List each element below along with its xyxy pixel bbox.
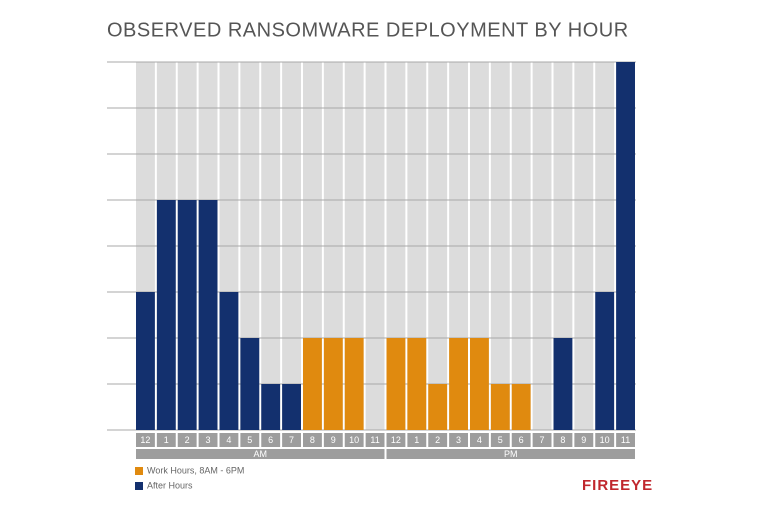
- x-tick-box: [407, 433, 427, 447]
- bar: [261, 384, 281, 430]
- x-tick-label: 4: [477, 435, 482, 445]
- bar: [282, 384, 301, 430]
- x-tick-label: 12: [391, 435, 401, 445]
- bar: [198, 200, 218, 430]
- group-box: [386, 449, 635, 459]
- bar: [344, 338, 364, 430]
- x-tick-box: [303, 433, 322, 447]
- x-tick-label: 2: [435, 435, 440, 445]
- bar: [616, 62, 635, 430]
- legend-swatch: [135, 467, 143, 475]
- x-tick-label: 6: [268, 435, 273, 445]
- bar: [470, 338, 489, 430]
- x-tick-label: 12: [140, 435, 150, 445]
- x-tick-label: 4: [226, 435, 231, 445]
- x-tick-box: [470, 433, 489, 447]
- x-tick-box: [616, 433, 635, 447]
- x-tick-box: [240, 433, 260, 447]
- bar: [386, 338, 406, 430]
- group-label: PM: [504, 449, 518, 459]
- legend-label: After Hours: [147, 480, 193, 490]
- bar: [407, 338, 427, 430]
- x-tick-box: [156, 433, 176, 447]
- group-label: AM: [254, 449, 268, 459]
- bar: [303, 338, 322, 430]
- x-tick-box: [574, 433, 594, 447]
- x-tick-box: [532, 433, 552, 447]
- x-tick-box: [261, 433, 281, 447]
- bar: [323, 338, 343, 430]
- x-tick-label: 9: [331, 435, 336, 445]
- x-tick-label: 7: [540, 435, 545, 445]
- bar: [511, 384, 531, 430]
- x-tick-label: 11: [621, 435, 630, 445]
- bar: [136, 292, 155, 430]
- logo: FIREEYE: [582, 477, 653, 494]
- bar: [553, 338, 573, 430]
- x-tick-box: [365, 433, 385, 447]
- bar: [156, 200, 176, 430]
- legend-swatch: [135, 482, 143, 490]
- x-tick-box: [490, 433, 510, 447]
- x-tick-box: [282, 433, 301, 447]
- x-tick-box: [177, 433, 197, 447]
- x-tick-label: 8: [310, 435, 315, 445]
- x-tick-label: 7: [289, 435, 294, 445]
- bar: [490, 384, 510, 430]
- x-tick-box: [553, 433, 573, 447]
- x-tick-box: [428, 433, 448, 447]
- legend-label: Work Hours, 8AM - 6PM: [147, 465, 244, 475]
- x-tick-label: 5: [498, 435, 503, 445]
- x-tick-box: [386, 433, 406, 447]
- x-tick-box: [323, 433, 343, 447]
- bar: [428, 384, 448, 430]
- x-tick-label: 1: [164, 435, 169, 445]
- bar: [240, 338, 260, 430]
- x-tick-label: 2: [185, 435, 190, 445]
- bar: [219, 292, 239, 430]
- x-tick-box: [198, 433, 218, 447]
- x-tick-label: 1: [414, 435, 419, 445]
- x-tick-box: [219, 433, 239, 447]
- x-tick-box: [595, 433, 615, 447]
- chart-title: OBSERVED RANSOMWARE DEPLOYMENT BY HOUR: [107, 19, 629, 41]
- x-tick-label: 3: [206, 435, 211, 445]
- x-tick-label: 6: [519, 435, 524, 445]
- bar: [449, 338, 468, 430]
- x-tick-label: 11: [370, 435, 379, 445]
- bar: [595, 292, 615, 430]
- x-tick-label: 3: [456, 435, 461, 445]
- x-tick-box: [136, 433, 155, 447]
- x-tick-label: 8: [560, 435, 565, 445]
- x-tick-label: 9: [581, 435, 586, 445]
- x-tick-label: 10: [600, 435, 610, 445]
- x-tick-box: [449, 433, 468, 447]
- x-tick-label: 5: [247, 435, 252, 445]
- x-tick-box: [511, 433, 531, 447]
- bar: [177, 200, 197, 430]
- x-tick-box: [344, 433, 364, 447]
- group-box: [136, 449, 385, 459]
- x-tick-label: 10: [349, 435, 359, 445]
